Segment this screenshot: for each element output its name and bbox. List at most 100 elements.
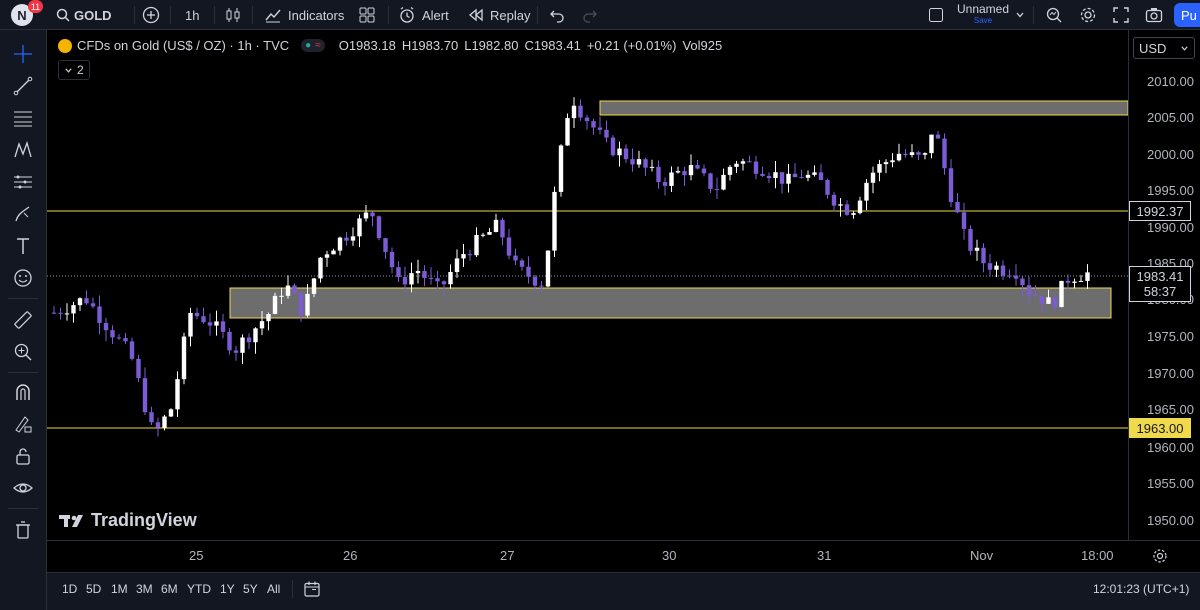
candle-body <box>994 265 999 270</box>
quick-search-button[interactable] <box>1045 0 1063 30</box>
brush-icon <box>15 206 30 222</box>
time-label: 18:00 <box>1081 548 1114 563</box>
brush-tool[interactable] <box>11 202 35 226</box>
legend-o-value: 1983.18 <box>348 38 396 53</box>
magnet-tool[interactable] <box>11 380 35 404</box>
candle-body <box>149 412 154 423</box>
indicators-button[interactable]: Indicators <box>264 0 344 30</box>
range-1y[interactable]: 1Y <box>220 582 235 596</box>
candle-body <box>942 138 947 169</box>
alert-button[interactable]: Alert <box>398 0 449 30</box>
candle-body <box>298 293 304 316</box>
top-toolbar: N 11 GOLD 1h Indicators Alert Replay Unn… <box>0 0 1200 30</box>
range-all[interactable]: All <box>267 582 281 596</box>
magnet-icon <box>16 384 30 400</box>
lock-all-tool[interactable] <box>11 444 35 468</box>
ruler-tool[interactable] <box>11 308 35 332</box>
axis-settings-button[interactable] <box>1152 548 1168 564</box>
candle-body <box>363 212 369 219</box>
templates-button[interactable] <box>359 0 375 30</box>
pattern-icon <box>14 140 32 158</box>
currency-label: USD <box>1139 40 1167 56</box>
candle-body <box>266 314 271 322</box>
resistance-zone[interactable] <box>599 100 1128 116</box>
candle-body <box>84 298 89 304</box>
candle-body <box>786 173 791 184</box>
lower-level-price-label[interactable]: 1963.00 <box>1129 418 1191 438</box>
price-tick: 1995.00 <box>1147 183 1194 198</box>
publish-button[interactable]: Pu <box>1174 3 1200 27</box>
interval-button[interactable]: 1h <box>185 7 200 23</box>
market-open-dot-icon: ● <box>305 40 312 51</box>
candle-body <box>1013 275 1019 279</box>
candle-body <box>708 173 713 189</box>
pattern-tool[interactable] <box>11 138 35 162</box>
legend-title: CFDs on Gold (US$ / OZ) · 1h · TVC <box>77 38 290 53</box>
time-label: Nov <box>970 548 994 563</box>
support-zone[interactable] <box>229 287 1112 319</box>
currency-selector[interactable]: USD <box>1133 37 1195 59</box>
clock-timezone[interactable]: 12:01:23 (UTC+1) <box>1093 582 1190 596</box>
crosshair-tool[interactable] <box>11 42 35 66</box>
candle-body <box>220 321 226 332</box>
text-tool[interactable] <box>11 234 35 258</box>
candlestick-chart[interactable] <box>47 30 1128 540</box>
candle-body <box>552 191 557 251</box>
fib-tool[interactable] <box>11 106 35 130</box>
replay-button[interactable]: Replay <box>468 0 530 30</box>
upper-level-price-label[interactable]: 1992.37 <box>1129 201 1191 221</box>
candle-body <box>474 234 479 256</box>
candle-body <box>155 422 161 428</box>
screenshot-button[interactable] <box>1145 0 1163 30</box>
hide-drawings-tool[interactable] <box>11 476 35 500</box>
candle-body <box>799 177 804 179</box>
measure-tool[interactable] <box>11 170 35 194</box>
price-tick: 1955.00 <box>1147 476 1194 491</box>
remove-drawings-tool[interactable] <box>11 518 35 542</box>
range-1d[interactable]: 1D <box>62 582 78 596</box>
range-5d[interactable]: 5D <box>86 582 102 596</box>
range-ytd[interactable]: YTD <box>187 582 211 596</box>
redo-button[interactable] <box>582 0 598 30</box>
zoom-tool[interactable] <box>11 340 35 364</box>
candle-body <box>916 152 921 155</box>
undo-button[interactable] <box>549 0 565 30</box>
fullscreen-button[interactable] <box>1113 0 1129 30</box>
layout-toggle[interactable] <box>928 0 944 30</box>
trendline-tool[interactable] <box>11 74 35 98</box>
fib-icon <box>14 111 32 127</box>
fullscreen-icon <box>1113 7 1129 23</box>
candle-body <box>318 257 323 279</box>
user-avatar[interactable]: N <box>11 4 33 26</box>
divider <box>388 6 389 24</box>
candle-body <box>1046 297 1051 304</box>
compare-button[interactable] <box>142 0 160 30</box>
chart-type-button[interactable] <box>224 0 242 30</box>
calendar-icon <box>304 581 320 597</box>
settings-button[interactable] <box>1079 0 1097 30</box>
emoji-tool[interactable] <box>11 266 35 290</box>
time-axis[interactable] <box>47 540 1200 572</box>
range-3m[interactable]: 3M <box>136 582 153 596</box>
goto-date-button[interactable] <box>303 580 321 598</box>
symbol-search[interactable]: GOLD <box>56 0 112 30</box>
lock-drawing-tool[interactable] <box>11 412 35 436</box>
candle-body <box>682 171 687 176</box>
replay-label: Replay <box>490 7 531 23</box>
tradingview-watermark[interactable]: TradingView <box>59 510 197 531</box>
range-6m[interactable]: 6M <box>161 582 178 596</box>
layout-menu-button[interactable] <box>1015 0 1025 30</box>
legend-collapse-button[interactable]: 2 <box>58 60 90 80</box>
time-label: 30 <box>662 548 677 563</box>
layout-name-block[interactable]: Unnamed Save <box>955 2 1011 25</box>
candle-body <box>409 273 414 285</box>
candle-body <box>1020 278 1025 286</box>
market-status-pill[interactable]: ● ≈ <box>301 39 325 52</box>
candle-body <box>571 105 577 119</box>
candle-body <box>285 285 291 296</box>
range-1m[interactable]: 1M <box>111 582 128 596</box>
range-5y[interactable]: 5Y <box>243 582 258 596</box>
last-price-label[interactable]: 1983.41 58:37 <box>1129 266 1191 302</box>
